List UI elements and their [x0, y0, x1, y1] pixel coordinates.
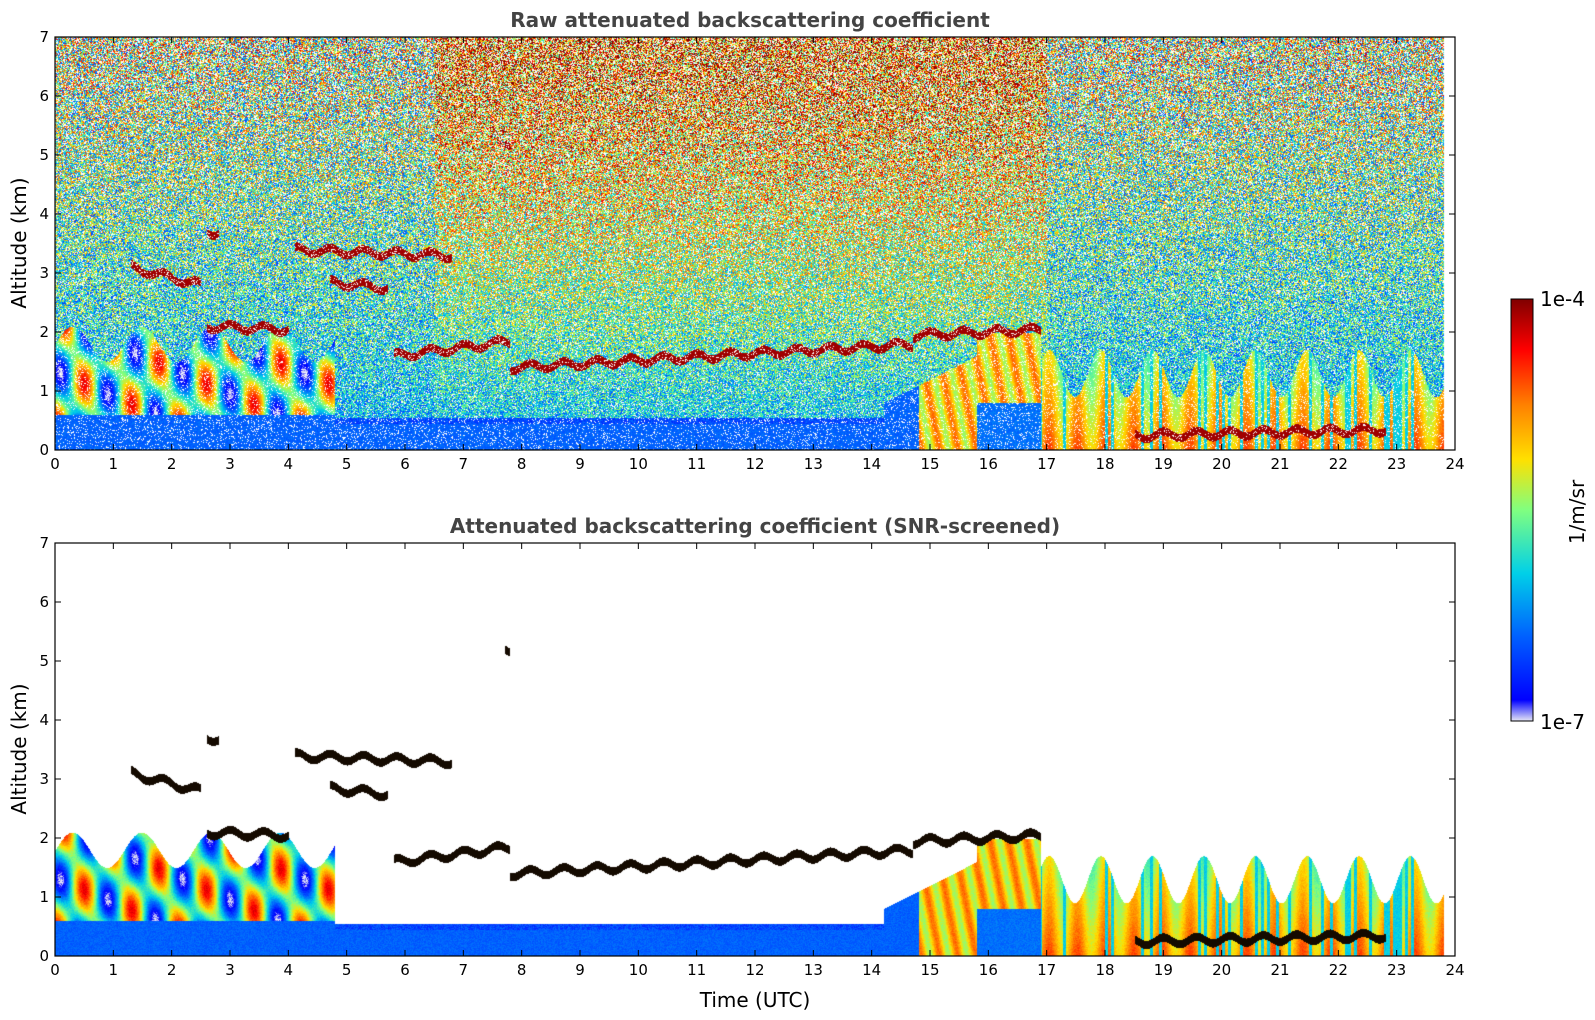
y-tick-label: 1: [39, 382, 49, 400]
heatmap-raster: [55, 543, 1455, 956]
x-tick-label: 1: [109, 961, 119, 979]
y-tick-label: 6: [39, 87, 49, 105]
x-tick-label: 8: [517, 961, 527, 979]
x-tick-label: 8: [517, 455, 527, 473]
x-tick-label: 14: [862, 455, 881, 473]
y-axis-ticks: 0 1 2 3 4 5 6 7: [39, 28, 1455, 459]
snr-screened-panel: Attenuated backscattering coefficient (S…: [7, 514, 1465, 1012]
x-tick-label: 6: [400, 961, 410, 979]
x-tick-label: 16: [979, 961, 998, 979]
x-tick-label: 18: [1095, 455, 1114, 473]
y-tick-label: 1: [39, 888, 49, 906]
x-tick-label: 5: [342, 961, 352, 979]
colorbar-min-label: 1e-7: [1540, 710, 1585, 734]
x-tick-label: 7: [459, 455, 469, 473]
y-tick-label: 6: [39, 593, 49, 611]
y-tick-label: 2: [39, 829, 49, 847]
x-axis-ticks: 0 1 2 3 4 5 6 7 8 9 10 11 12 13 14 15 16 17 18 19 20 21 22 23 24: [50, 37, 1465, 473]
x-tick-label: 5: [342, 455, 352, 473]
x-tick-label: 12: [745, 455, 764, 473]
colorbar-max-label: 1e-4: [1540, 287, 1585, 311]
x-tick-label: 6: [400, 455, 410, 473]
x-tick-label: 23: [1387, 455, 1406, 473]
x-tick-label: 22: [1329, 961, 1348, 979]
x-tick-label: 10: [629, 455, 648, 473]
x-tick-label: 11: [687, 961, 706, 979]
heatmap-raster: [55, 37, 1455, 450]
x-tick-label: 1: [109, 455, 119, 473]
x-tick-label: 2: [167, 961, 177, 979]
x-tick-label: 19: [1154, 455, 1173, 473]
y-tick-label: 4: [39, 205, 49, 223]
y-tick-label: 0: [39, 441, 49, 459]
colorbar-unit-label: 1/m/sr: [1565, 479, 1589, 544]
x-tick-label: 12: [745, 961, 764, 979]
x-tick-label: 7: [459, 961, 469, 979]
x-tick-label: 20: [1212, 455, 1231, 473]
x-tick-label: 21: [1270, 455, 1289, 473]
colorbar: 1e-4 1e-7 1/m/sr: [1510, 287, 1589, 734]
x-tick-label: 15: [920, 961, 939, 979]
x-tick-label: 11: [687, 455, 706, 473]
x-tick-label: 13: [804, 455, 823, 473]
x-tick-label: 17: [1037, 961, 1056, 979]
x-tick-label: 10: [629, 961, 648, 979]
x-tick-label: 9: [575, 961, 585, 979]
x-tick-label: 23: [1387, 961, 1406, 979]
x-tick-label: 13: [804, 961, 823, 979]
y-axis-label: Altitude (km): [7, 683, 31, 814]
y-tick-label: 4: [39, 711, 49, 729]
x-tick-label: 20: [1212, 961, 1231, 979]
panel-title: Raw attenuated backscattering coefficien…: [510, 8, 990, 32]
x-tick-label: 0: [50, 455, 60, 473]
x-tick-label: 3: [225, 455, 235, 473]
x-tick-label: 17: [1037, 455, 1056, 473]
y-tick-label: 7: [39, 28, 49, 46]
y-tick-label: 2: [39, 323, 49, 341]
x-tick-label: 21: [1270, 961, 1289, 979]
x-tick-label: 16: [979, 455, 998, 473]
x-tick-label: 4: [284, 455, 294, 473]
raw-backscatter-panel: Raw attenuated backscattering coefficien…: [7, 8, 1465, 473]
y-axis-ticks: 0 1 2 3 4 5 6 7: [39, 534, 1455, 965]
x-axis-label: Time (UTC): [699, 988, 811, 1012]
x-tick-label: 4: [284, 961, 294, 979]
y-tick-label: 5: [39, 146, 49, 164]
y-tick-label: 3: [39, 264, 49, 282]
y-tick-label: 5: [39, 652, 49, 670]
y-tick-label: 0: [39, 947, 49, 965]
y-tick-label: 3: [39, 770, 49, 788]
x-tick-label: 18: [1095, 961, 1114, 979]
x-tick-label: 22: [1329, 455, 1348, 473]
x-tick-label: 0: [50, 961, 60, 979]
panel-title: Attenuated backscattering coefficient (S…: [450, 514, 1060, 538]
colorbar-gradient: [1510, 298, 1534, 722]
x-tick-label: 3: [225, 961, 235, 979]
y-axis-label: Altitude (km): [7, 177, 31, 308]
x-tick-label: 24: [1445, 455, 1464, 473]
x-axis-ticks: 0 1 2 3 4 5 6 7 8 9 10 11 12 13 14 15 16 17 18 19 20 21 22 23 24: [50, 543, 1465, 979]
x-tick-label: 2: [167, 455, 177, 473]
x-tick-label: 19: [1154, 961, 1173, 979]
x-tick-label: 15: [920, 455, 939, 473]
x-tick-label: 9: [575, 455, 585, 473]
y-tick-label: 7: [39, 534, 49, 552]
x-tick-label: 14: [862, 961, 881, 979]
x-tick-label: 24: [1445, 961, 1464, 979]
